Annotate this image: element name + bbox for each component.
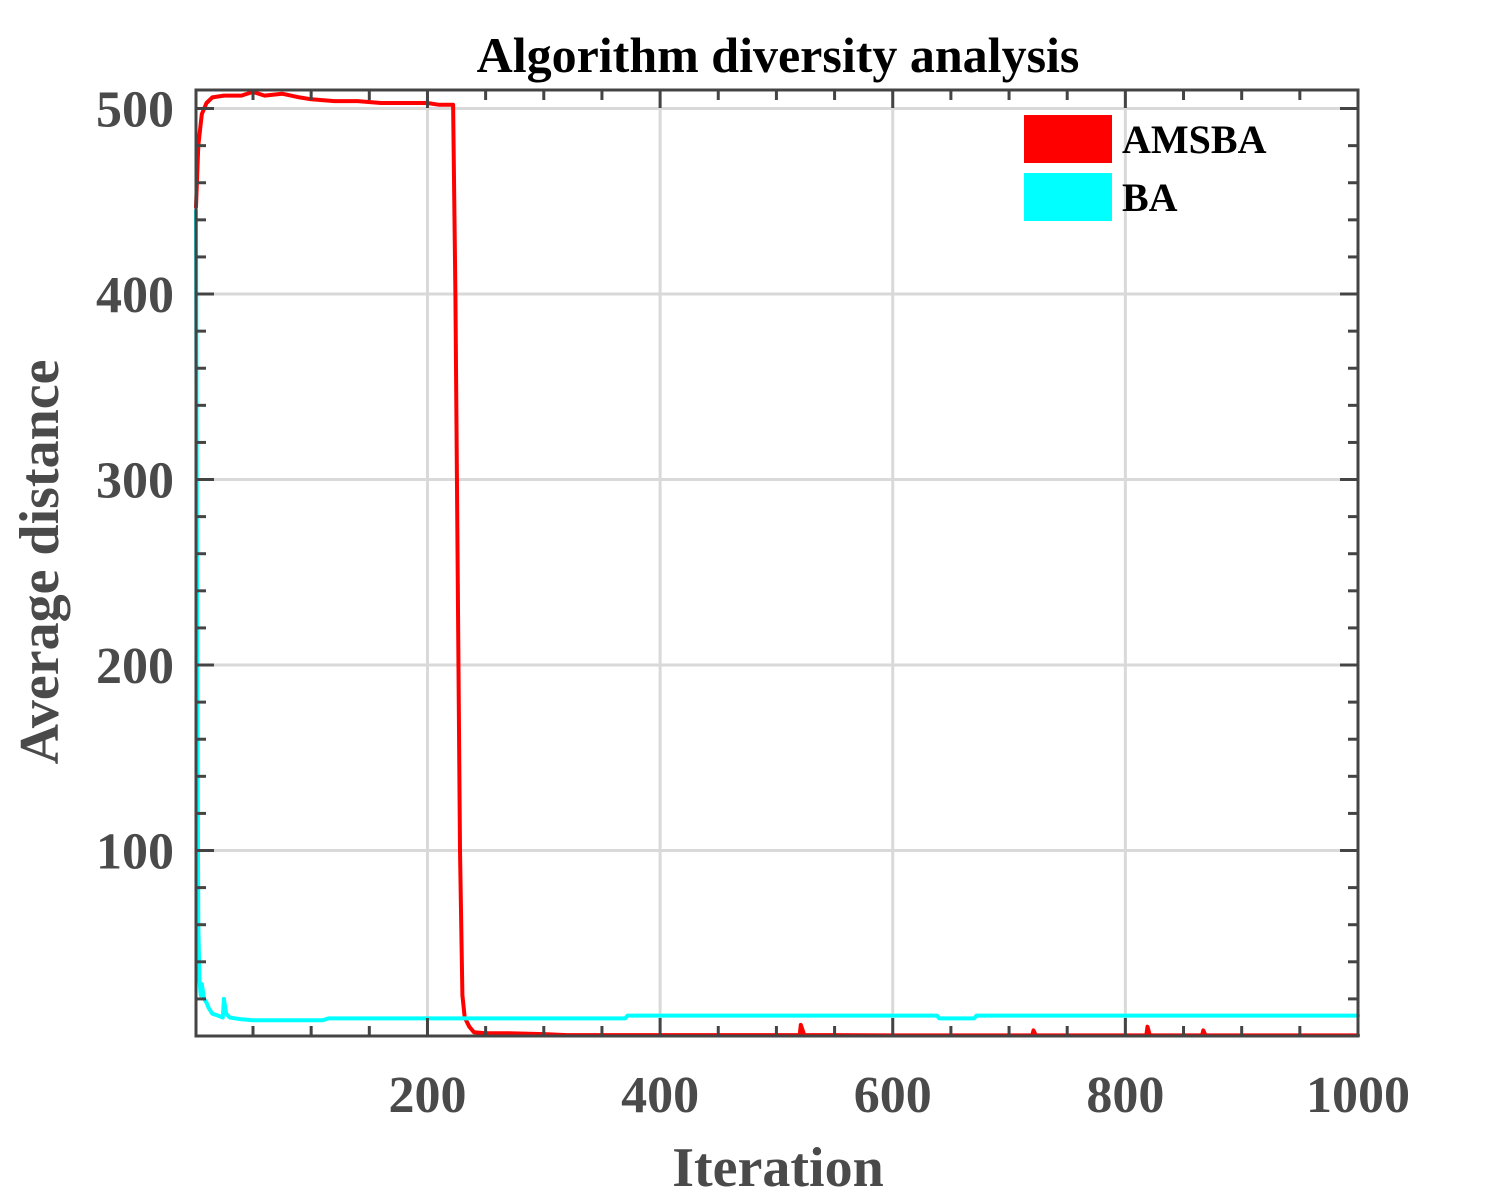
chart-title: Algorithm diversity analysis	[477, 27, 1080, 83]
y-tick-label-200: 200	[96, 638, 174, 695]
y-axis-label: Average distance	[9, 360, 71, 765]
legend-label-ba: BA	[1122, 175, 1178, 220]
plot-frame	[194, 88, 1360, 1038]
y-tick-label-100: 100	[96, 824, 174, 881]
x-tick-label-400: 400	[621, 1067, 699, 1124]
series-line-amsba	[194, 89, 1360, 1038]
series-line-ba	[194, 208, 1360, 1023]
axes-layer	[194, 88, 1360, 1038]
legend-label-amsba: AMSBA	[1122, 117, 1267, 162]
y-tick-label-400: 400	[96, 267, 174, 324]
tick-label-layer: 200 400 600 800 1000 100 200 300 400 500	[96, 82, 1410, 1124]
x-axis-label: Iteration	[672, 1137, 884, 1199]
series-layer	[194, 89, 1360, 1038]
x-tick-label-1000: 1000	[1306, 1067, 1410, 1124]
legend-swatch-amsba	[1024, 115, 1112, 163]
y-tick-label-500: 500	[96, 82, 174, 139]
legend: AMSBA BA	[1024, 115, 1267, 221]
x-tick-label-800: 800	[1086, 1067, 1164, 1124]
x-tick-label-600: 600	[854, 1067, 932, 1124]
legend-swatch-ba	[1024, 173, 1112, 221]
x-tick-label-200: 200	[388, 1067, 466, 1124]
y-tick-label-300: 300	[96, 453, 174, 510]
grid-layer	[196, 90, 1360, 1036]
